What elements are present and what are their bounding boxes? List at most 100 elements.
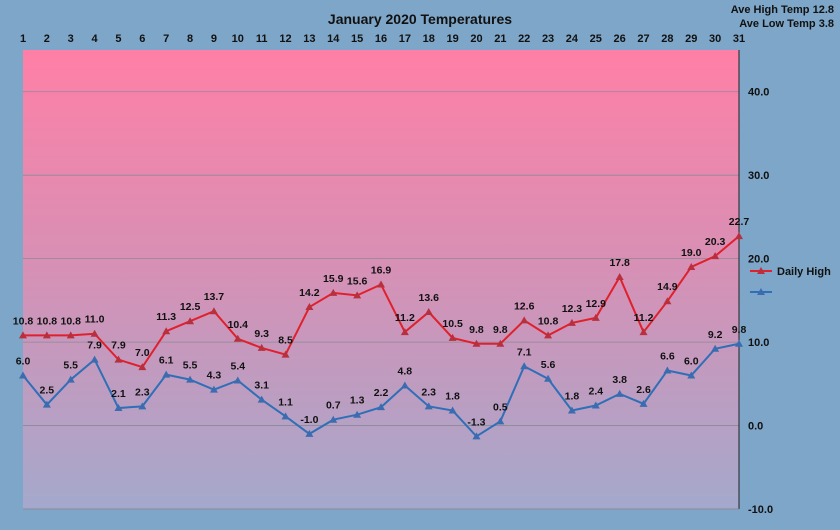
- x-tick-label: 20: [470, 33, 482, 45]
- low-data-label: 0.5: [493, 401, 508, 413]
- high-point: [567, 318, 576, 326]
- low-point: [209, 385, 218, 393]
- high-point: [90, 329, 99, 337]
- high-point: [353, 291, 362, 299]
- low-point: [520, 362, 529, 370]
- low-point: [735, 339, 743, 347]
- low-point: [257, 395, 266, 403]
- low-data-label: 6.6: [660, 350, 675, 362]
- x-tick-label: 10: [232, 33, 244, 45]
- low-point: [19, 371, 27, 379]
- x-tick-label: 23: [542, 33, 554, 45]
- high-data-label: 19.0: [681, 247, 702, 259]
- x-tick-label: 24: [566, 33, 579, 45]
- high-point: [233, 334, 242, 342]
- low-data-label: 4.3: [207, 370, 222, 382]
- high-data-label: 10.8: [37, 315, 58, 327]
- low-point: [424, 402, 433, 410]
- x-tick-label: 30: [709, 33, 721, 45]
- low-data-label: 1.1: [278, 396, 293, 408]
- high-data-label: 12.9: [586, 298, 607, 310]
- low-point: [663, 366, 672, 374]
- low-point: [711, 344, 720, 352]
- x-tick-label: 12: [279, 33, 291, 45]
- low-data-label: 2.3: [421, 386, 436, 398]
- high-data-label: 14.2: [299, 287, 320, 299]
- high-data-label: 7.9: [111, 340, 126, 352]
- high-point: [400, 328, 409, 336]
- low-point: [90, 355, 99, 363]
- high-data-label: 15.6: [347, 275, 368, 287]
- low-point: [496, 417, 505, 425]
- low-data-label: 5.5: [183, 360, 198, 372]
- x-tick-label: 14: [327, 33, 340, 45]
- y-tick-label: -10.0: [748, 504, 773, 516]
- high-point: [377, 280, 385, 288]
- high-data-label: 10.4: [228, 319, 249, 331]
- high-point: [305, 303, 314, 311]
- high-point: [19, 331, 27, 339]
- high-data-label: 11.2: [634, 312, 654, 324]
- low-data-label: 5.5: [63, 360, 78, 372]
- x-tick-label: 17: [399, 33, 411, 45]
- chart-title: January 2020 Temperatures: [328, 11, 512, 27]
- ave-low-stat: Ave Low Temp 3.8: [739, 18, 834, 30]
- high-point: [544, 331, 553, 339]
- high-data-label: 10.8: [13, 315, 34, 327]
- low-point: [377, 403, 385, 411]
- x-tick-label: 3: [68, 33, 74, 45]
- high-data-label: 8.5: [278, 335, 293, 347]
- high-data-label: 9.8: [493, 324, 508, 336]
- low-point: [448, 406, 457, 414]
- x-tick-label: 21: [494, 33, 506, 45]
- low-point: [615, 389, 624, 397]
- high-point: [42, 331, 51, 339]
- low-point: [472, 432, 481, 440]
- y-tick-label: 40.0: [748, 87, 769, 99]
- x-tick-label: 19: [446, 33, 458, 45]
- x-tick-label: 11: [256, 33, 268, 45]
- high-point: [735, 232, 743, 240]
- low-data-label: 4.8: [398, 365, 413, 377]
- x-tick-label: 22: [518, 33, 530, 45]
- high-point: [472, 339, 481, 347]
- x-tick-label: 26: [614, 33, 626, 45]
- high-data-label: 9.3: [254, 328, 269, 340]
- high-point: [281, 350, 290, 358]
- high-data-label: 15.9: [323, 273, 344, 285]
- x-tick-label: 28: [661, 33, 673, 45]
- high-data-label: 11.3: [156, 311, 176, 323]
- y-tick-label: 0.0: [748, 421, 763, 433]
- high-data-label: 12.5: [180, 301, 201, 313]
- low-point: [233, 376, 242, 384]
- low-data-label: 1.8: [565, 391, 580, 403]
- low-data-label: 2.6: [636, 384, 651, 396]
- legend-low-marker: [757, 288, 765, 295]
- x-tick-label: 29: [685, 33, 697, 45]
- low-data-label: 5.4: [230, 360, 245, 372]
- low-data-label: 2.5: [40, 385, 55, 397]
- high-data-label: 20.3: [705, 236, 726, 248]
- low-point: [305, 429, 314, 437]
- low-data-label: 3.8: [612, 374, 627, 386]
- low-data-label: 2.1: [111, 388, 126, 400]
- low-data-label: 9.2: [708, 329, 723, 341]
- high-data-label: 10.5: [442, 318, 463, 330]
- x-tick-label: 1: [20, 33, 26, 45]
- x-tick-label: 31: [733, 33, 745, 45]
- x-tick-label: 8: [187, 33, 193, 45]
- high-data-label: 11.2: [395, 312, 415, 324]
- legend-high-marker: [757, 267, 765, 274]
- high-data-label: 13.6: [419, 292, 440, 304]
- low-point: [329, 415, 338, 423]
- high-point: [687, 262, 696, 270]
- high-point: [114, 355, 123, 363]
- high-data-label: 17.8: [609, 257, 630, 269]
- legend-high-label: Daily High: [777, 266, 831, 278]
- y-tick-label: 10.0: [748, 337, 769, 349]
- x-tick-label: 13: [303, 33, 315, 45]
- x-tick-label: 6: [139, 33, 145, 45]
- high-point: [520, 316, 529, 324]
- low-data-label: 6.0: [16, 355, 31, 367]
